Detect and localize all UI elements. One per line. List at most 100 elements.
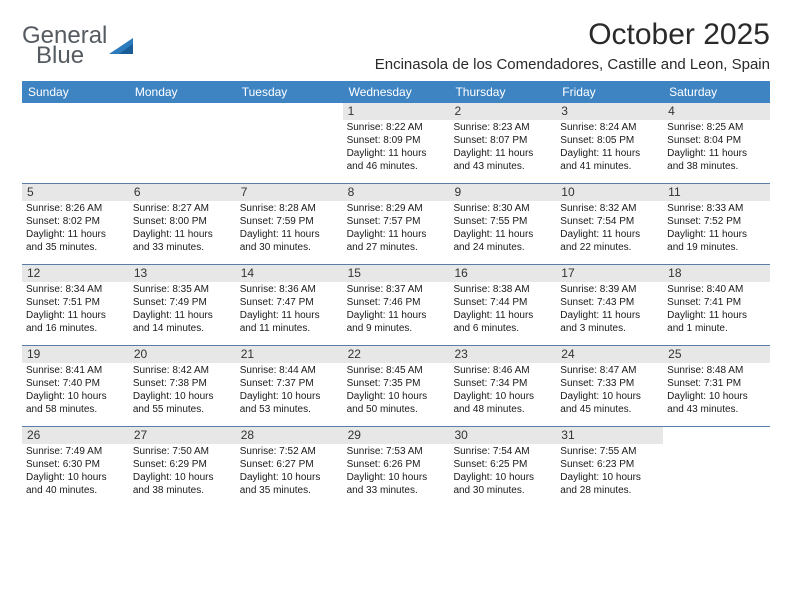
day-number: 3 xyxy=(556,103,663,120)
day-cell: 19Sunrise: 8:41 AMSunset: 7:40 PMDayligh… xyxy=(22,346,129,426)
daylight-line: Daylight: 10 hours and 55 minutes. xyxy=(133,391,232,417)
sunrise-line: Sunrise: 8:26 AM xyxy=(26,203,125,216)
day-number: 10 xyxy=(556,184,663,201)
day-cell: 25Sunrise: 8:48 AMSunset: 7:31 PMDayligh… xyxy=(663,346,770,426)
location: Encinasola de los Comendadores, Castille… xyxy=(375,56,770,73)
day-cell: 24 Sunrise: 8:47 AMSunset: 7:33 PMDayligh… xyxy=(556,346,663,426)
day-number: 25 xyxy=(663,346,770,363)
daylight-line: Daylight: 11 hours and 9 minutes. xyxy=(347,310,446,336)
sunset-line: Sunset: 7:59 PM xyxy=(240,216,339,229)
day-number: 8 xyxy=(343,184,450,201)
sunset-line: Sunset: 6:25 PM xyxy=(453,459,552,472)
weekday-tuesday: Tuesday xyxy=(236,81,343,103)
day-number: 4 xyxy=(663,103,770,120)
day-cell: 8Sunrise: 8:29 AMSunset: 7:57 PMDaylight… xyxy=(343,184,450,264)
day-cell: 13Sunrise: 8:35 AMSunset: 7:49 PMDayligh… xyxy=(129,265,236,345)
day-number: 6 xyxy=(129,184,236,201)
sunrise-line: Sunrise: 7:49 AM xyxy=(26,446,125,459)
daylight-line: Daylight: 11 hours and 24 minutes. xyxy=(453,229,552,255)
daylight-line: Daylight: 10 hours and 28 minutes. xyxy=(560,472,659,498)
sunset-line: Sunset: 7:52 PM xyxy=(667,216,766,229)
day-number: 12 xyxy=(22,265,129,282)
day-cell: 29Sunrise: 7:53 AMSunset: 6:26 PMDayligh… xyxy=(343,427,450,507)
daylight-line: Daylight: 10 hours and 58 minutes. xyxy=(26,391,125,417)
sunrise-line: Sunrise: 8:40 AM xyxy=(667,284,766,297)
day-number: 24 xyxy=(556,346,663,363)
daylight-line: Daylight: 10 hours and 30 minutes. xyxy=(453,472,552,498)
sunrise-line: Sunrise: 8:37 AM xyxy=(347,284,446,297)
day-cell: 14Sunrise: 8:36 AMSunset: 7:47 PMDayligh… xyxy=(236,265,343,345)
sunset-line: Sunset: 8:07 PM xyxy=(453,135,552,148)
sunset-line: Sunset: 7:47 PM xyxy=(240,297,339,310)
sunrise-line: Sunrise: 8:47 AM xyxy=(560,365,659,378)
sunset-line: Sunset: 6:26 PM xyxy=(347,459,446,472)
logo-triangle-icon xyxy=(109,36,139,58)
day-cell: 18Sunrise: 8:40 AMSunset: 7:41 PMDayligh… xyxy=(663,265,770,345)
daylight-line: Daylight: 11 hours and 27 minutes. xyxy=(347,229,446,255)
day-number: 31 xyxy=(556,427,663,444)
sunrise-line: Sunrise: 8:35 AM xyxy=(133,284,232,297)
sunrise-line: Sunrise: 7:53 AM xyxy=(347,446,446,459)
daylight-line: Daylight: 11 hours and 33 minutes. xyxy=(133,229,232,255)
daylight-line: Daylight: 11 hours and 22 minutes. xyxy=(560,229,659,255)
weekday-thursday: Thursday xyxy=(449,81,556,103)
day-number: 26 xyxy=(22,427,129,444)
day-number: 7 xyxy=(236,184,343,201)
daylight-line: Daylight: 11 hours and 38 minutes. xyxy=(667,148,766,174)
sunrise-line: Sunrise: 8:44 AM xyxy=(240,365,339,378)
week-row: 26Sunrise: 7:49 AMSunset: 6:30 PMDayligh… xyxy=(22,427,770,507)
day-number: 2 xyxy=(449,103,556,120)
sunset-line: Sunset: 7:51 PM xyxy=(26,297,125,310)
daylight-line: Daylight: 11 hours and 46 minutes. xyxy=(347,148,446,174)
sunset-line: Sunset: 7:54 PM xyxy=(560,216,659,229)
day-number: 15 xyxy=(343,265,450,282)
sunset-line: Sunset: 7:37 PM xyxy=(240,378,339,391)
week-row: 19Sunrise: 8:41 AMSunset: 7:40 PMDayligh… xyxy=(22,346,770,427)
day-cell: 7Sunrise: 8:28 AMSunset: 7:59 PMDaylight… xyxy=(236,184,343,264)
day-cell: 6Sunrise: 8:27 AMSunset: 8:00 PMDaylight… xyxy=(129,184,236,264)
sunrise-line: Sunrise: 8:38 AM xyxy=(453,284,552,297)
sunrise-line: Sunrise: 7:52 AM xyxy=(240,446,339,459)
daylight-line: Daylight: 11 hours and 3 minutes. xyxy=(560,310,659,336)
sunrise-line: Sunrise: 8:42 AM xyxy=(133,365,232,378)
daylight-line: Daylight: 10 hours and 38 minutes. xyxy=(133,472,232,498)
logo-text-block: General Blue xyxy=(22,24,107,68)
calendar: Sunday Monday Tuesday Wednesday Thursday… xyxy=(22,81,770,507)
sunset-line: Sunset: 6:29 PM xyxy=(133,459,232,472)
sunrise-line: Sunrise: 8:46 AM xyxy=(453,365,552,378)
day-number: 27 xyxy=(129,427,236,444)
daylight-line: Daylight: 11 hours and 43 minutes. xyxy=(453,148,552,174)
sunrise-line: Sunrise: 8:30 AM xyxy=(453,203,552,216)
day-cell: 31Sunrise: 7:55 AMSunset: 6:23 PMDayligh… xyxy=(556,427,663,507)
sunset-line: Sunset: 7:33 PM xyxy=(560,378,659,391)
sunrise-line: Sunrise: 8:32 AM xyxy=(560,203,659,216)
day-number: 9 xyxy=(449,184,556,201)
week-row: ...1Sunrise: 8:22 AMSunset: 8:09 PMDayli… xyxy=(22,103,770,184)
daylight-line: Daylight: 11 hours and 11 minutes. xyxy=(240,310,339,336)
weekday-sunday: Sunday xyxy=(22,81,129,103)
daylight-line: Daylight: 10 hours and 43 minutes. xyxy=(667,391,766,417)
day-number: 22 xyxy=(343,346,450,363)
sunrise-line: Sunrise: 7:50 AM xyxy=(133,446,232,459)
day-number: 1 xyxy=(343,103,450,120)
sunset-line: Sunset: 8:09 PM xyxy=(347,135,446,148)
weekday-monday: Monday xyxy=(129,81,236,103)
sunset-line: Sunset: 7:57 PM xyxy=(347,216,446,229)
sunset-line: Sunset: 6:27 PM xyxy=(240,459,339,472)
sunrise-line: Sunrise: 8:39 AM xyxy=(560,284,659,297)
day-cell: 28Sunrise: 7:52 AMSunset: 6:27 PMDayligh… xyxy=(236,427,343,507)
day-cell: 15Sunrise: 8:37 AMSunset: 7:46 PMDayligh… xyxy=(343,265,450,345)
day-cell: 9Sunrise: 8:30 AMSunset: 7:55 PMDaylight… xyxy=(449,184,556,264)
daylight-line: Daylight: 11 hours and 1 minute. xyxy=(667,310,766,336)
weekday-wednesday: Wednesday xyxy=(343,81,450,103)
day-cell: 26Sunrise: 7:49 AMSunset: 6:30 PMDayligh… xyxy=(22,427,129,507)
daylight-line: Daylight: 11 hours and 16 minutes. xyxy=(26,310,125,336)
daylight-line: Daylight: 10 hours and 40 minutes. xyxy=(26,472,125,498)
header: General Blue October 2025 Encinasola de … xyxy=(22,18,770,73)
daylight-line: Daylight: 10 hours and 45 minutes. xyxy=(560,391,659,417)
day-number: 11 xyxy=(663,184,770,201)
sunrise-line: Sunrise: 8:33 AM xyxy=(667,203,766,216)
sunrise-line: Sunrise: 8:34 AM xyxy=(26,284,125,297)
sunrise-line: Sunrise: 7:54 AM xyxy=(453,446,552,459)
sunrise-line: Sunrise: 8:22 AM xyxy=(347,122,446,135)
